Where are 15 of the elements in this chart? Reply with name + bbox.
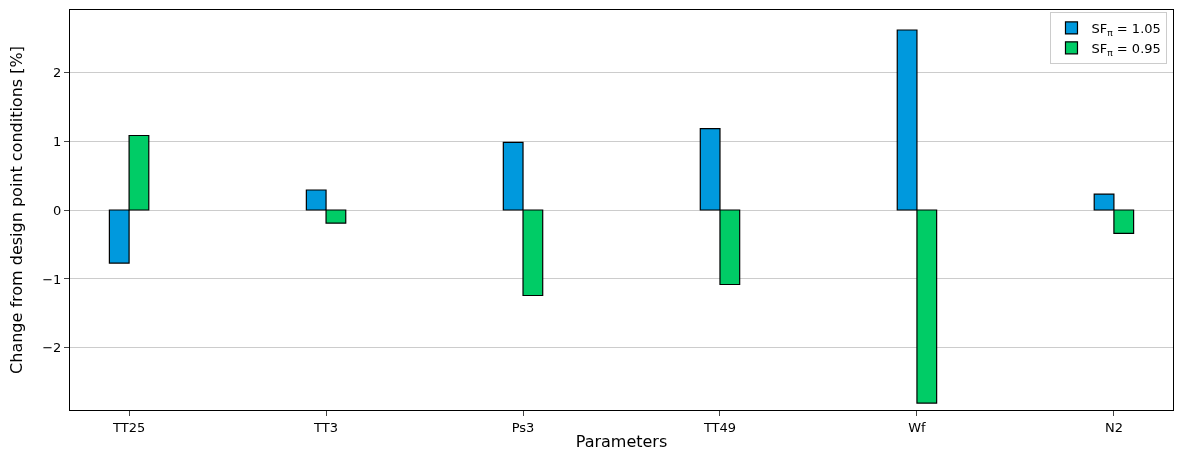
legend-label: SF$_{π}$ = 0.95 — [1091, 40, 1161, 58]
x-tick-label: TT49 — [702, 419, 737, 435]
x-axis-title: Parameters — [575, 432, 668, 452]
y-tick-label: −1 — [42, 271, 62, 287]
x-tick-label: TT25 — [111, 419, 146, 435]
y-tick-label: 2 — [53, 64, 62, 80]
y-axis-title: Change from design point conditions [%] — [7, 46, 27, 374]
y-tick-label: −2 — [42, 340, 62, 356]
y-tick-label: 0 — [53, 202, 62, 218]
legend-label: SF$_{π}$ = 1.05 — [1091, 21, 1161, 38]
x-tick-label: TT3 — [313, 419, 339, 435]
x-tick-label: Wf — [908, 419, 927, 435]
x-tick-label: Ps3 — [511, 419, 535, 435]
y-tick-label: 1 — [53, 133, 62, 149]
x-tick-label: N2 — [1104, 419, 1123, 435]
